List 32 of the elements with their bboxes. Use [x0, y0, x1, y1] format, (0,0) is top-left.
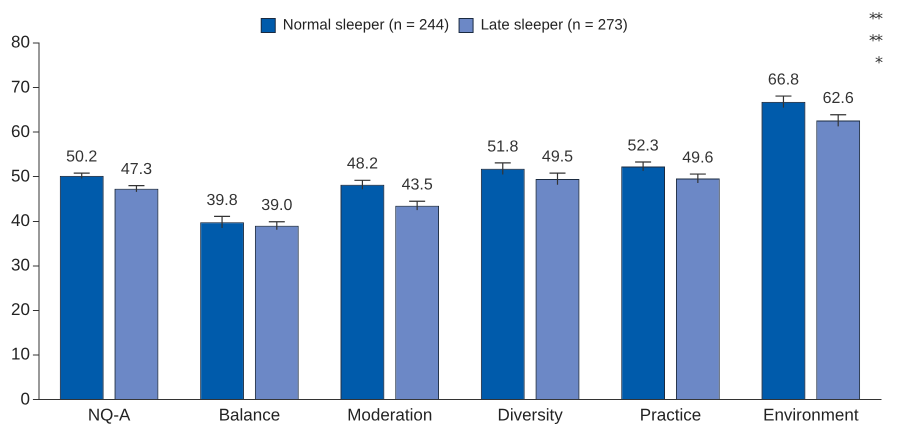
y-tick-label: 50 — [10, 166, 30, 186]
data-label: 49.5 — [542, 148, 574, 166]
x-tick-label: Balance — [218, 405, 280, 424]
text: ** — [869, 9, 883, 28]
data-label: 66.8 — [768, 71, 800, 88]
x-tick-label: NQ-A — [88, 405, 131, 424]
y-tick-label: 80 — [10, 32, 30, 52]
data-label: 62.6 — [822, 90, 854, 108]
x-tick-label: Practice — [640, 405, 702, 424]
x-tick-label: Moderation — [347, 405, 432, 424]
legend-label: Normal sleeper (n = 244) — [282, 16, 450, 34]
x-tick-label: Diversity — [498, 405, 564, 424]
data-label: 48.2 — [346, 156, 378, 173]
y-tick-label: 40 — [10, 210, 30, 230]
y-tick-label: 0 — [20, 389, 30, 408]
annotation: * — [875, 53, 883, 72]
data-label: 49.6 — [682, 149, 714, 166]
data-label: 43.5 — [402, 176, 433, 194]
data-label: 39.8 — [206, 192, 238, 209]
y-tick-label: 30 — [10, 256, 30, 275]
data-label: 52.3 — [628, 137, 659, 154]
x-tick-label: Environment — [763, 405, 859, 424]
y-tick-label: 60 — [10, 122, 30, 141]
annotation: ** — [869, 31, 883, 50]
data-label: 39.0 — [261, 197, 292, 214]
y-tick-label: 70 — [10, 77, 30, 96]
y-tick-label: 20 — [10, 300, 30, 320]
legend-label: Late sleeper (n = 273) — [480, 16, 628, 34]
data-label: 47.3 — [120, 161, 152, 178]
y-tick-label: 10 — [10, 344, 30, 364]
data-label: 50.2 — [66, 148, 98, 166]
data-label: 51.8 — [487, 138, 518, 156]
